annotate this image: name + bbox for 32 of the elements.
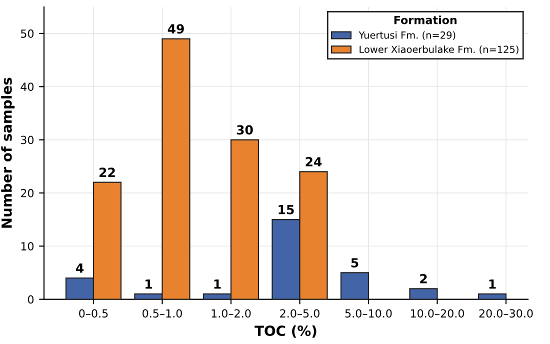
data-label: 1 xyxy=(214,279,221,289)
x-axis-title: TOC (%) xyxy=(254,325,316,338)
data-label: 1 xyxy=(146,279,152,289)
data-label: 1 xyxy=(489,279,496,289)
data-label: 22 xyxy=(100,168,115,177)
y-tick-label: 30 xyxy=(20,136,34,144)
x-tick-label: 2.0–5.0 xyxy=(280,309,320,318)
data-label: 5 xyxy=(351,258,358,268)
data-label: 24 xyxy=(306,157,322,166)
y-axis-title: Number of samples xyxy=(1,78,15,228)
data-label: 2 xyxy=(420,274,427,284)
legend-label: Yuertusi Fm. (n=29) xyxy=(358,31,456,40)
data-label: 4 xyxy=(76,264,84,273)
y-tick-label: 40 xyxy=(20,82,34,92)
x-tick-label: 10.0–20.0 xyxy=(410,309,464,318)
y-tick-label: 10 xyxy=(21,242,34,250)
data-label: 49 xyxy=(168,24,184,34)
bar xyxy=(340,272,370,300)
bar xyxy=(409,288,438,300)
y-tick-label: 20 xyxy=(20,188,34,198)
y-tick-label: 0 xyxy=(28,295,34,304)
data-label: 30 xyxy=(236,125,253,135)
data-label: 15 xyxy=(278,205,294,214)
x-tick-label: 0.5–1.0 xyxy=(142,309,182,318)
x-tick-label: 5.0–10.0 xyxy=(345,309,392,318)
y-tick-label: 50 xyxy=(20,29,34,38)
x-tick-label: 20.0–30.0 xyxy=(479,309,533,318)
bar xyxy=(478,293,507,300)
x-tick-label: 0–0.5 xyxy=(79,309,108,318)
x-tick-label: 1.0–2.0 xyxy=(212,309,251,318)
legend-title: Formation xyxy=(394,16,457,24)
legend-label: Lower Xiaoerbulake Fm. (n=125) xyxy=(360,46,518,54)
